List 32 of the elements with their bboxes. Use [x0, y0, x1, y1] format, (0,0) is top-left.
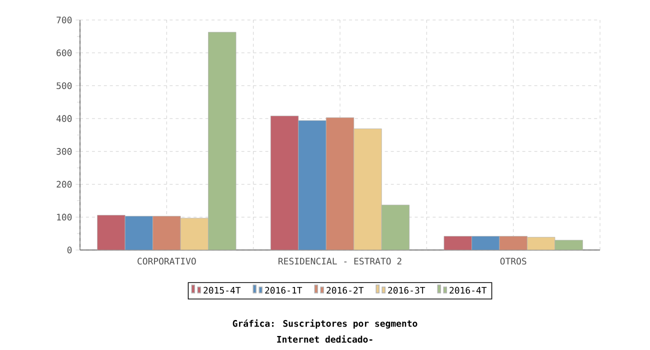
legend-label: 2016-4T: [450, 286, 487, 294]
y-tick-label: 600: [56, 49, 72, 56]
bar: [208, 32, 236, 250]
bar: [527, 236, 556, 250]
bar: [298, 120, 326, 250]
y-tick-label: 200: [56, 180, 72, 188]
y-tick-label: 700: [56, 16, 72, 24]
bar: [499, 236, 528, 250]
x-tick-label: OTROS: [500, 258, 526, 265]
text: Gráfica: Suscriptores por segmento: [232, 319, 418, 329]
bar: [326, 117, 354, 250]
y-tick-label: 0: [67, 246, 72, 254]
legend-label: 2016-1T: [265, 286, 302, 294]
bar: [444, 236, 472, 250]
text: Internet dedicado-: [277, 335, 372, 343]
x-tick-label: RESIDENCIAL - ESTRATO 2: [278, 258, 402, 265]
legend-label: 2016-3T: [388, 286, 426, 294]
bar: [270, 116, 299, 250]
x-tick-label: CORPORATIVO: [138, 258, 196, 265]
legend-label: 2016-2T: [326, 286, 364, 294]
bar: [381, 204, 410, 250]
y-tick-label: 500: [56, 82, 72, 90]
y-tick-label: 300: [56, 148, 72, 155]
legend-label: 2015-4T: [204, 286, 241, 294]
bar: [472, 236, 500, 250]
y-tick-label: 400: [56, 115, 72, 122]
bar: [152, 216, 181, 250]
bar: [354, 128, 382, 250]
bar: [97, 214, 126, 250]
bar: [124, 216, 154, 250]
y-tick-label: 100: [57, 214, 72, 221]
bar: [180, 218, 208, 250]
